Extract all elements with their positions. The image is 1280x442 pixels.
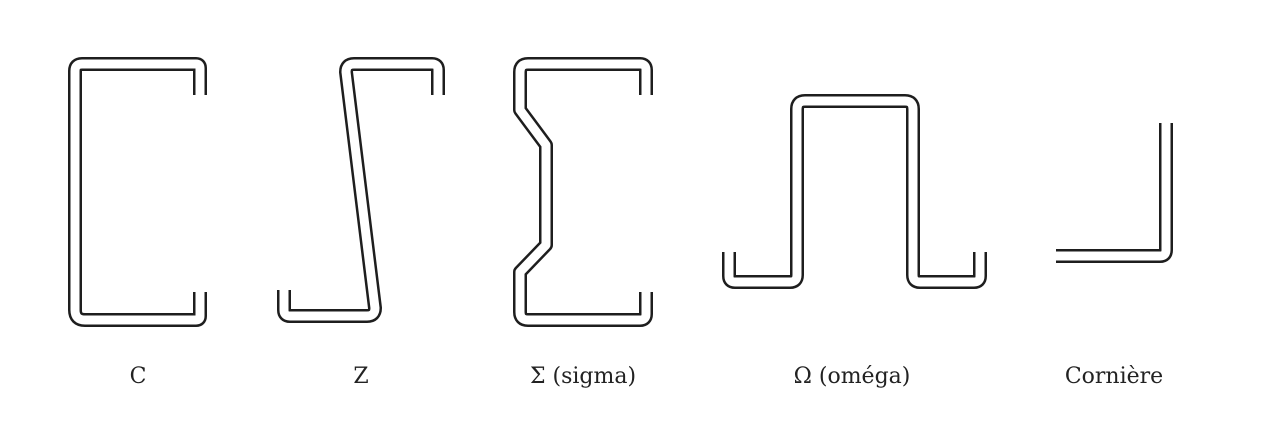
profile-sigma-shape	[513, 57, 653, 327]
label-sigma: Σ (sigma)	[529, 364, 637, 389]
label-corniere: Cornière	[1064, 364, 1164, 389]
profile-z-shape	[277, 57, 445, 323]
profile-omega-shape	[722, 94, 987, 289]
profile-corniere-shape	[1056, 123, 1173, 263]
label-c: C	[129, 364, 147, 389]
label-z: Z	[353, 364, 369, 389]
label-omega: Ω (oméga)	[793, 364, 911, 389]
profile-c-shape	[68, 57, 207, 327]
